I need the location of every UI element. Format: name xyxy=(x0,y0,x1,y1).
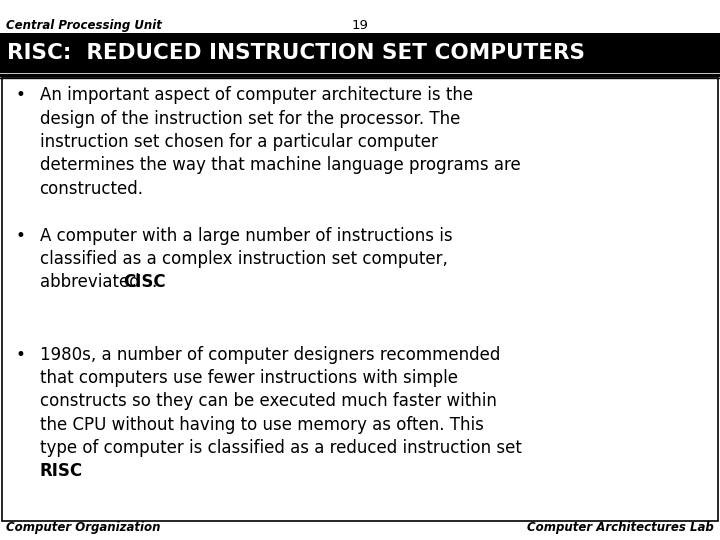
Text: •: • xyxy=(16,227,26,245)
Text: abbreviated: abbreviated xyxy=(40,273,145,292)
Text: 19: 19 xyxy=(351,19,369,32)
Text: A computer with a large number of instructions is: A computer with a large number of instru… xyxy=(40,227,452,245)
Text: constructed.: constructed. xyxy=(40,180,143,198)
Text: design of the instruction set for the processor. The: design of the instruction set for the pr… xyxy=(40,110,460,128)
FancyBboxPatch shape xyxy=(0,33,720,73)
Text: Central Processing Unit: Central Processing Unit xyxy=(6,19,161,32)
Text: determines the way that machine language programs are: determines the way that machine language… xyxy=(40,157,521,174)
Text: •: • xyxy=(16,86,26,104)
Text: that computers use fewer instructions with simple: that computers use fewer instructions wi… xyxy=(40,369,458,387)
Text: Computer Organization: Computer Organization xyxy=(6,521,161,534)
Text: constructs so they can be executed much faster within: constructs so they can be executed much … xyxy=(40,392,497,410)
Text: CISC: CISC xyxy=(123,273,166,292)
Text: An important aspect of computer architecture is the: An important aspect of computer architec… xyxy=(40,86,473,104)
Text: classified as a complex instruction set computer,: classified as a complex instruction set … xyxy=(40,250,447,268)
Text: the CPU without having to use memory as often. This: the CPU without having to use memory as … xyxy=(40,416,483,434)
Text: •: • xyxy=(16,346,26,363)
Text: RISC:  REDUCED INSTRUCTION SET COMPUTERS: RISC: REDUCED INSTRUCTION SET COMPUTERS xyxy=(7,43,585,64)
Text: Computer Architectures Lab: Computer Architectures Lab xyxy=(528,521,714,534)
FancyBboxPatch shape xyxy=(2,78,718,521)
Text: type of computer is classified as a reduced instruction set: type of computer is classified as a redu… xyxy=(40,439,521,457)
Text: 1980s, a number of computer designers recommended: 1980s, a number of computer designers re… xyxy=(40,346,500,363)
Text: .: . xyxy=(151,273,156,292)
Text: instruction set chosen for a particular computer: instruction set chosen for a particular … xyxy=(40,133,438,151)
Text: RISC: RISC xyxy=(40,462,83,480)
